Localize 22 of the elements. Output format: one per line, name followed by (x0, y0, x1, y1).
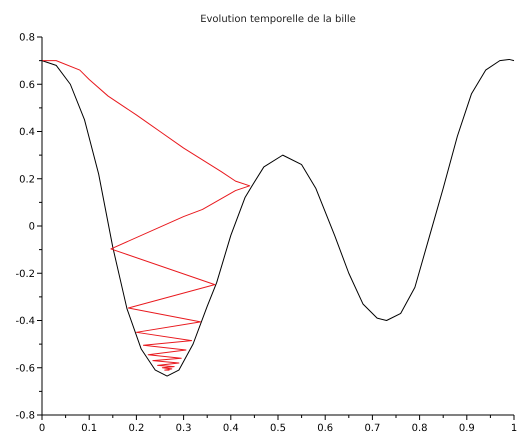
y-tick-label: -0.6 (15, 363, 35, 374)
x-tick-label: 0.1 (81, 423, 98, 434)
y-tick-label: 0.2 (19, 174, 35, 186)
y-tick-label: -0.8 (15, 410, 35, 422)
x-tick-label: 0.4 (222, 423, 239, 434)
x-tick-label: 0.2 (128, 423, 144, 434)
x-tick-label: 0.5 (270, 423, 286, 434)
x-tick-label: 0.8 (412, 423, 428, 434)
x-tick-label: 0 (38, 423, 46, 434)
x-tick-label: 1 (510, 423, 518, 434)
x-tick-label: 0.6 (317, 423, 334, 434)
y-tick-label: 0 (28, 222, 35, 232)
line-series (42, 60, 250, 371)
x-tick-label: 0.9 (458, 423, 475, 434)
x-tick-label: 0.3 (176, 423, 192, 434)
x-tick-label: 0.7 (364, 423, 380, 434)
chart-title: Evolution temporelle de la bille (200, 14, 356, 25)
y-tick-label: 0.8 (19, 32, 35, 44)
y-tick-label: -0.4 (15, 316, 35, 327)
y-tick-label: 0.6 (19, 80, 35, 91)
y-tick-label: 0.4 (19, 127, 35, 138)
y-tick-label: -0.2 (15, 268, 35, 280)
